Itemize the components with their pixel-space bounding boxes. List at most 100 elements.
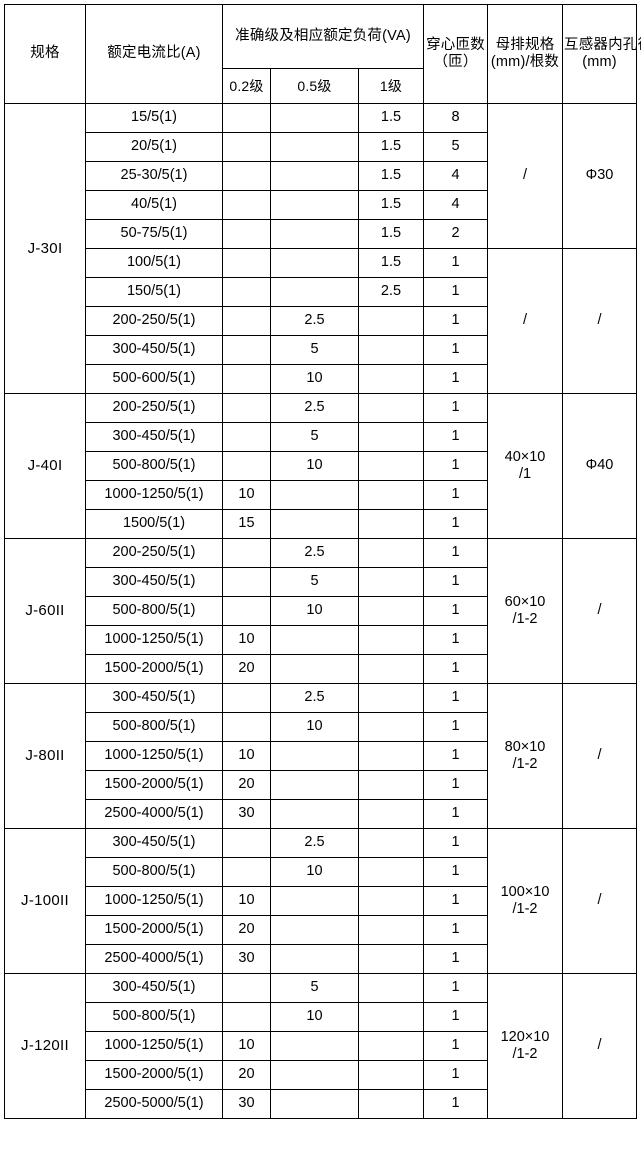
table-row: 100/5(1) 1.5 1// <box>5 248 637 394</box>
cell-turns: 8 <box>423 103 488 133</box>
table-row: 500-800/5(1) 10 1 <box>5 1002 637 1032</box>
cell-ratio: 500-800/5(1) <box>85 1002 223 1032</box>
cell-ratio: 150/5(1) <box>85 277 223 307</box>
table-row: 500-800/5(1) 10 1 <box>5 596 637 626</box>
header-class-0.2: 0.2级 <box>222 68 271 104</box>
cell-class-0.5 <box>270 103 359 133</box>
table-row: 1500-2000/5(1) 20 1 <box>5 915 637 945</box>
cell-class-0.5 <box>270 944 359 974</box>
cell-class-1: 1.5 <box>358 103 424 133</box>
cell-class-0.5 <box>270 886 359 916</box>
specification-table: 规格 额定电流比(A) 准确级及相应额定负荷(VA) 穿心匝数（匝） 母排规格(… <box>4 4 641 1119</box>
cell-class-0.5: 10 <box>270 712 359 742</box>
cell-ratio: 500-800/5(1) <box>85 451 223 481</box>
cell-class-0.2 <box>222 393 271 423</box>
cell-class-1 <box>358 770 424 800</box>
cell-class-0.2 <box>222 219 271 249</box>
cell-turns: 1 <box>423 538 488 568</box>
cell-turns: 1 <box>423 915 488 945</box>
cell-class-1 <box>358 567 424 597</box>
cell-busbar-spec: / <box>487 248 563 394</box>
cell-class-0.5 <box>270 799 359 829</box>
cell-class-0.5 <box>270 161 359 191</box>
cell-class-0.2: 20 <box>222 654 271 684</box>
table-row: 500-800/5(1) 10 1 <box>5 712 637 742</box>
cell-turns: 5 <box>423 132 488 162</box>
cell-class-0.5 <box>270 190 359 220</box>
cell-ratio: 15/5(1) <box>85 103 223 133</box>
cell-class-0.2: 20 <box>222 770 271 800</box>
cell-class-1 <box>358 538 424 568</box>
table-row: J-100II 300-450/5(1) 2.5 1 100×10/1-2/ <box>4 828 637 974</box>
cell-class-0.5: 2.5 <box>270 306 359 336</box>
cell-ratio: 2500-5000/5(1) <box>85 1089 223 1119</box>
table-row: 1000-1250/5(1) 10 1 <box>5 741 637 771</box>
cell-class-0.5: 10 <box>270 857 359 887</box>
cell-turns: 1 <box>423 277 488 307</box>
cell-ratio: 1000-1250/5(1) <box>85 625 223 655</box>
cell-class-1 <box>358 422 424 452</box>
table-row: J-40I 200-250/5(1) 2.5 1 40×10/1 Φ40 <box>4 393 637 539</box>
cell-turns: 1 <box>423 422 488 452</box>
cell-turns: 1 <box>423 1060 488 1090</box>
cell-class-1: 1.5 <box>358 161 424 191</box>
cell-class-1 <box>358 828 424 858</box>
table-row: 300-450/5(1) 5 1 <box>5 567 637 597</box>
cell-class-0.2 <box>222 973 271 1003</box>
cell-class-0.2 <box>222 596 271 626</box>
cell-class-0.2 <box>222 248 271 278</box>
cell-class-0.2 <box>222 451 271 481</box>
cell-turns: 1 <box>423 364 488 394</box>
cell-turns: 1 <box>423 1002 488 1032</box>
cell-class-1 <box>358 335 424 365</box>
cell-class-1: 1.5 <box>358 248 424 278</box>
cell-class-0.5 <box>270 132 359 162</box>
cell-class-0.5 <box>270 625 359 655</box>
cell-ratio: 20/5(1) <box>85 132 223 162</box>
cell-turns: 1 <box>423 944 488 974</box>
cell-class-1 <box>358 944 424 974</box>
cell-turns: 1 <box>423 451 488 481</box>
cell-class-0.2 <box>222 103 271 133</box>
cell-turns: 1 <box>423 828 488 858</box>
cell-class-0.2 <box>222 683 271 713</box>
cell-spec: J-30I <box>4 103 86 394</box>
cell-ratio: 1000-1250/5(1) <box>85 741 223 771</box>
cell-turns: 1 <box>423 857 488 887</box>
cell-turns: 1 <box>423 799 488 829</box>
cell-ratio: 500-800/5(1) <box>85 857 223 887</box>
table-row: 1000-1250/5(1) 10 1 <box>5 1031 637 1061</box>
cell-class-1 <box>358 1031 424 1061</box>
cell-class-0.5 <box>270 915 359 945</box>
table-row: 2500-4000/5(1) 30 1 <box>5 944 637 974</box>
cell-class-1 <box>358 973 424 1003</box>
cell-turns: 1 <box>423 335 488 365</box>
cell-turns: 1 <box>423 567 488 597</box>
cell-class-1 <box>358 480 424 510</box>
table-row: J-60II 200-250/5(1) 2.5 1 60×10/1-2/ <box>4 538 637 684</box>
cell-class-0.2 <box>222 277 271 307</box>
cell-class-1: 1.5 <box>358 219 424 249</box>
cell-class-0.2 <box>222 190 271 220</box>
cell-class-1: 2.5 <box>358 277 424 307</box>
cell-class-0.2 <box>222 1002 271 1032</box>
cell-spec: J-40I <box>4 393 86 539</box>
cell-ratio: 2500-4000/5(1) <box>85 944 223 974</box>
cell-turns: 1 <box>423 1089 488 1119</box>
cell-class-1: 1.5 <box>358 190 424 220</box>
cell-class-1 <box>358 596 424 626</box>
cell-busbar-spec: 120×10/1-2 <box>487 973 563 1119</box>
cell-ratio: 100/5(1) <box>85 248 223 278</box>
cell-class-0.5 <box>270 654 359 684</box>
cell-ratio: 500-800/5(1) <box>85 596 223 626</box>
cell-class-0.2 <box>222 567 271 597</box>
cell-class-1 <box>358 306 424 336</box>
cell-class-1 <box>358 741 424 771</box>
cell-ratio: 300-450/5(1) <box>85 335 223 365</box>
cell-spec: J-120II <box>4 973 86 1119</box>
cell-ratio: 200-250/5(1) <box>85 538 223 568</box>
cell-class-1 <box>358 1002 424 1032</box>
cell-class-0.2 <box>222 132 271 162</box>
header-class-1: 1级 <box>358 68 424 104</box>
cell-class-0.2: 20 <box>222 1060 271 1090</box>
